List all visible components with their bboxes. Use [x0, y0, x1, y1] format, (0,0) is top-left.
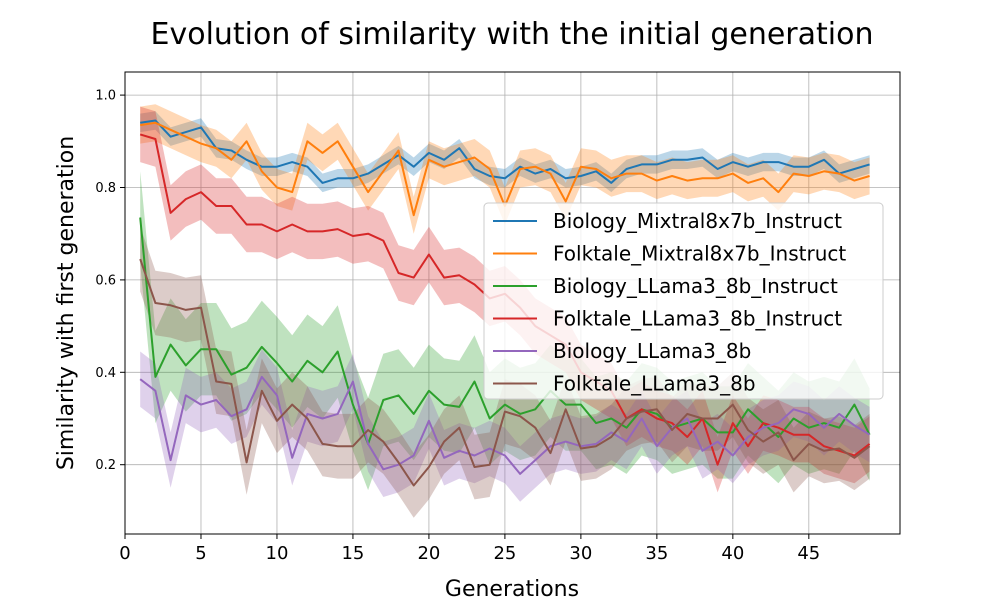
- legend-label: Folktale_Mixtral8x7b_Instruct: [553, 242, 846, 266]
- series-band: [140, 226, 870, 518]
- legend-label: Folktale_LLama3_8b_Instruct: [553, 307, 842, 331]
- legend-box: [483, 202, 884, 400]
- x-tick-label: 25: [493, 543, 516, 564]
- series-band: [140, 171, 870, 491]
- legend-label: Biology_LLama3_8b: [553, 339, 751, 363]
- legend-label: Biology_Mixtral8x7b_Instruct: [553, 209, 842, 233]
- series-band: [140, 104, 870, 234]
- y-tick-label: 1.0: [95, 89, 116, 104]
- x-tick-label: 45: [797, 543, 820, 564]
- legend-label: Biology_LLama3_8b_Instruct: [553, 274, 838, 298]
- x-axis-ticks: 0 5 10 15 20 25 30 35 40 45: [119, 534, 820, 564]
- x-tick-label: 20: [417, 543, 440, 564]
- y-axis-label: Similarity with first generation: [54, 136, 79, 470]
- legend: Biology_Mixtral8x7b_Instruct Folktale_Mix…: [483, 202, 884, 400]
- x-tick-label: 30: [569, 543, 592, 564]
- x-tick-label: 5: [195, 543, 206, 564]
- series-line: [139, 217, 871, 445]
- y-tick-label: 0.2: [95, 458, 116, 473]
- series-line: [140, 119, 870, 184]
- x-tick-label: 40: [721, 543, 744, 564]
- plot-frame: [124, 71, 901, 535]
- y-tick-label: 0.4: [95, 366, 116, 381]
- chart-title: Evolution of similarity with the initial…: [151, 17, 874, 52]
- series-line: [139, 375, 871, 475]
- legend-label: Folktale_LLama3_8b: [553, 372, 756, 396]
- x-tick-label: 35: [645, 543, 668, 564]
- x-tick-label: 10: [266, 543, 289, 564]
- legend-items: Biology_Mixtral8x7b_Instruct Folktale_Mix…: [493, 209, 846, 396]
- series-line: [139, 258, 871, 487]
- x-axis-label: Generations: [445, 577, 579, 600]
- x-tick-label: 0: [119, 543, 130, 564]
- y-axis-ticks: 0.2 0.4 0.6 0.8 1.0: [95, 89, 125, 473]
- series-band: [140, 111, 870, 193]
- y-tick-label: 0.8: [95, 181, 116, 196]
- x-tick-label: 15: [341, 543, 364, 564]
- series-band: [140, 349, 870, 502]
- y-tick-label: 0.6: [95, 273, 116, 288]
